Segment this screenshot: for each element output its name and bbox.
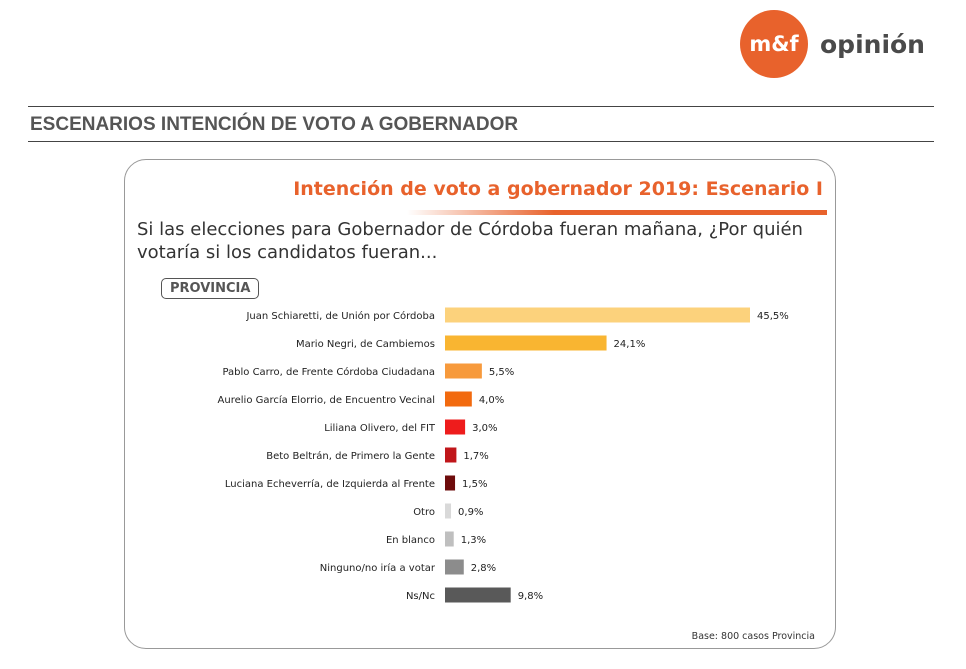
value-label: 4,0% (479, 395, 504, 406)
value-label: 9,8% (518, 591, 543, 602)
value-label: 5,5% (489, 367, 514, 378)
bar (445, 531, 454, 547)
value-label: 1,5% (462, 479, 487, 490)
category-label: Beto Beltrán, de Primero la Gente (266, 450, 435, 462)
bar (445, 559, 464, 575)
category-label: Pablo Carro, de Frente Córdoba Ciudadana (222, 366, 435, 378)
category-label: Otro (413, 507, 435, 518)
bar (445, 391, 472, 407)
category-label: Ns/Nc (406, 591, 435, 602)
header-rule-bottom (28, 141, 934, 142)
bar (445, 475, 456, 491)
category-label: Luciana Echeverría, de Izquierda al Fren… (225, 478, 435, 490)
bar (445, 587, 511, 603)
bar-chart: Juan Schiaretti, de Unión por Córdoba 45,… (218, 307, 789, 603)
bar (445, 363, 482, 379)
value-label: 1,3% (461, 535, 486, 546)
logo-word: opinión (820, 29, 925, 59)
section-title: ESCENARIOS INTENCIÓN DE VOTO A GOBERNADO… (30, 114, 519, 135)
chart-card: Intención de voto a gobernador 2019: Esc… (124, 159, 836, 649)
province-badge: PROVINCIA (161, 278, 260, 299)
title-underline (407, 210, 827, 215)
category-label: Juan Schiaretti, de Unión por Córdoba (245, 310, 435, 322)
value-label: 1,7% (463, 451, 488, 462)
value-label: 45,5% (757, 311, 789, 322)
brand-logo: m&f opinión (740, 10, 925, 78)
chart-question: Si las elecciones para Gobernador de Cór… (137, 219, 803, 263)
category-label: Liliana Olivero, del FIT (324, 423, 436, 434)
header-rule-top (28, 106, 934, 107)
category-label: Mario Negri, de Cambiemos (296, 339, 435, 350)
chart-title: Intención de voto a gobernador 2019: Esc… (293, 178, 823, 200)
value-label: 0,9% (458, 507, 483, 518)
base-note: Base: 800 casos Provincia (691, 631, 815, 642)
bar (445, 503, 452, 519)
value-label: 3,0% (472, 423, 497, 434)
bar (445, 307, 750, 323)
category-label: Ninguno/no iría a votar (320, 562, 436, 574)
logo-mark: m&f (740, 10, 808, 78)
bar (445, 447, 457, 463)
bar (445, 335, 607, 351)
value-label: 2,8% (471, 563, 496, 574)
bar (445, 419, 466, 435)
value-label: 24,1% (614, 339, 646, 350)
category-label: Aurelio García Elorrio, de Encuentro Vec… (218, 394, 435, 406)
category-label: En blanco (386, 535, 435, 546)
